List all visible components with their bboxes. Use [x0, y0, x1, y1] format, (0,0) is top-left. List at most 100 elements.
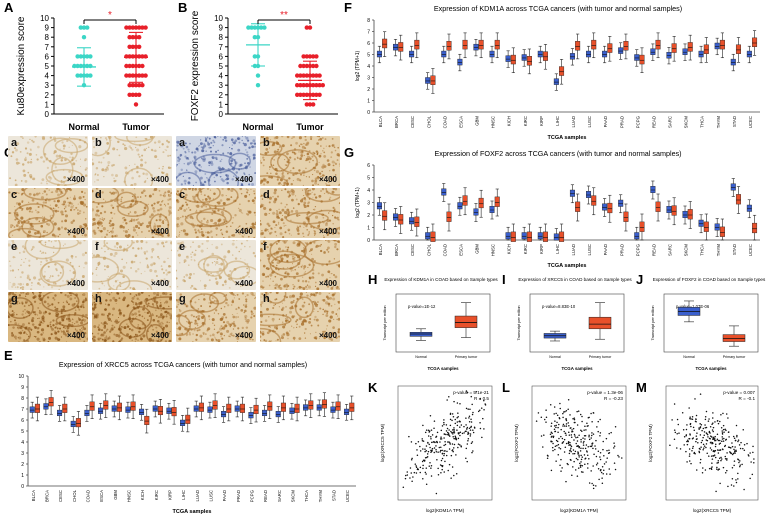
scatter-point	[577, 445, 579, 447]
cancer-label: KIRP	[168, 490, 173, 500]
ihc-magnification: ×400	[234, 279, 253, 288]
data-point	[311, 73, 316, 78]
scatter-point	[709, 438, 711, 440]
box-tumor	[478, 39, 484, 50]
box-normal	[521, 232, 527, 240]
scatter-point	[695, 440, 697, 443]
scatter-point	[735, 424, 738, 427]
scatter-point	[725, 438, 728, 441]
cancer-label: READ	[651, 116, 656, 128]
data-point	[320, 83, 325, 88]
scatter-point	[720, 426, 723, 429]
scatter-point	[557, 431, 559, 433]
scatter-point	[737, 472, 739, 475]
box-tumor	[752, 222, 758, 234]
scatter-point	[727, 417, 729, 419]
scatter-point	[446, 427, 449, 430]
scatter-point	[567, 442, 570, 445]
scatter-point	[428, 443, 430, 446]
data-point	[255, 83, 261, 88]
scatter-point	[574, 435, 576, 437]
tissue-texture	[260, 292, 340, 342]
box-normal	[152, 405, 158, 412]
chart-title: Expression of FOXF2 across TCGA cancers …	[434, 149, 681, 158]
scatter-point	[720, 440, 723, 442]
scatter-point	[572, 449, 575, 451]
data-point	[140, 73, 145, 78]
box-tumor	[494, 196, 500, 207]
scatter-point	[553, 425, 556, 427]
box-normal	[180, 419, 186, 426]
scatter-point	[565, 480, 567, 483]
box-tumor	[655, 201, 661, 212]
scatter-point	[545, 416, 548, 418]
ihc-tile-e: e ×400	[8, 240, 88, 290]
plot-frame	[395, 293, 491, 353]
scatter-point	[583, 429, 585, 431]
scatter-point	[582, 437, 584, 439]
scatter-point	[416, 454, 419, 456]
scatter-point	[471, 441, 474, 443]
scatter-point	[550, 425, 552, 427]
scatter-point	[567, 422, 569, 424]
scatter-point	[723, 445, 726, 448]
box-tumor	[34, 403, 40, 413]
box-normal	[537, 50, 543, 58]
scatter-point	[568, 434, 571, 436]
scatter-point	[441, 457, 444, 460]
scatter-point	[484, 403, 486, 405]
scatter-point	[739, 465, 741, 468]
scatter-point	[713, 437, 715, 439]
scatter-point	[595, 455, 598, 458]
scatter-point	[722, 424, 725, 427]
box-normal	[166, 407, 172, 414]
scatter-point	[422, 477, 424, 480]
scatter-point	[459, 431, 462, 433]
data-point	[124, 63, 129, 69]
box-tumor	[510, 231, 516, 242]
scatter-point	[425, 483, 428, 486]
box-tumor	[703, 221, 709, 232]
scatter-point	[410, 472, 412, 474]
scatter-point	[731, 445, 734, 448]
scatter-point	[717, 452, 720, 454]
scatter-point	[471, 403, 473, 406]
cancer-label: KICH	[140, 490, 145, 500]
scatter-point	[419, 471, 421, 474]
box-normal	[730, 183, 736, 191]
scatter-point	[465, 417, 467, 419]
scatter-point	[443, 452, 446, 455]
scatter-point	[567, 463, 569, 466]
scatter-point	[741, 463, 743, 466]
cancer-label: PCPG	[635, 115, 640, 128]
tissue-texture	[8, 292, 88, 342]
scatter-point	[726, 469, 728, 472]
box-normal	[553, 78, 559, 85]
scatter-point	[581, 420, 583, 423]
box-normal	[602, 50, 608, 58]
scatter-point	[422, 459, 425, 462]
scatter-point	[552, 436, 555, 439]
box-normal	[409, 50, 415, 58]
scatter-point	[562, 440, 565, 443]
scatter-point	[542, 446, 544, 448]
scatter-point	[586, 422, 588, 424]
scatter-point	[711, 458, 714, 460]
scatter-point	[425, 449, 428, 452]
box-normal	[650, 186, 656, 193]
scatter-point	[587, 467, 589, 469]
scatter-point	[592, 447, 594, 450]
data-point	[317, 73, 322, 78]
scatter-point	[608, 449, 610, 451]
ihc-tile-a: a ×400	[176, 136, 256, 186]
scatter-point	[453, 428, 455, 431]
scatter-point	[733, 450, 736, 452]
ihc-tile-g: g ×400	[8, 292, 88, 342]
cancer-label: LIHC	[181, 490, 186, 500]
scatter-point	[406, 474, 409, 476]
y-tick-label: 0	[367, 238, 370, 244]
box-tumor	[542, 231, 548, 242]
scatter-point	[467, 437, 470, 440]
scatter-point	[457, 443, 460, 445]
scatter-point	[562, 412, 564, 415]
